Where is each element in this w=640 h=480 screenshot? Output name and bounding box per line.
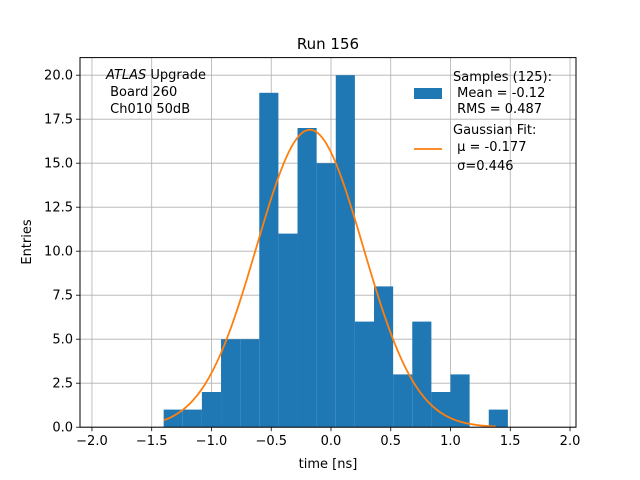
histogram-bar	[393, 374, 413, 428]
y-axis-label: Entries	[20, 219, 35, 265]
gaussian-fit	[163, 128, 496, 428]
histogram-bar	[431, 392, 451, 428]
histogram-bar	[354, 321, 375, 428]
histogram-bars	[163, 75, 508, 428]
gaussian-fit-curve	[163, 128, 496, 428]
y-tick-label: 12.5	[44, 201, 73, 216]
legend: Samples (125): Mean = -0.12 RMS = 0.487 …	[414, 70, 552, 174]
legend-fit-line-2: μ = -0.177	[453, 140, 526, 155]
y-tick-label: 15.0	[44, 157, 73, 172]
legend-fit-line-1: Gaussian Fit:	[453, 123, 536, 138]
x-tick-label: 0.0	[321, 434, 342, 449]
y-tick-label: 20.0	[44, 69, 73, 84]
histogram-bar	[221, 339, 241, 428]
histogram-bar	[488, 409, 508, 428]
annotation-line-2: Board 260	[106, 85, 177, 100]
x-axis-label: time [ns]	[299, 457, 358, 472]
histogram-bar	[259, 92, 279, 428]
legend-samples-line-1: Samples (125):	[453, 70, 552, 85]
annotation-line-3: Ch010 50dB	[106, 102, 190, 117]
y-tick-label: 0.0	[52, 421, 73, 436]
annotation-italic: ATLAS	[105, 68, 146, 83]
histogram-bar	[450, 374, 470, 428]
y-tick-label: 7.5	[52, 289, 73, 304]
histogram-bar	[201, 392, 222, 428]
histogram-bar	[182, 409, 202, 428]
histogram-bar	[278, 233, 298, 428]
y-tick-label: 5.0	[52, 333, 73, 348]
legend-patch-samples	[414, 88, 442, 99]
x-tick-label: 1.0	[440, 434, 461, 449]
x-tick-label: −2.0	[76, 434, 108, 449]
annotation-line-1: ATLAS Upgrade	[105, 68, 206, 83]
x-tick-label: −0.5	[255, 434, 287, 449]
legend-samples-line-3: RMS = 0.487	[453, 102, 542, 117]
legend-samples-line-2: Mean = -0.12	[453, 86, 545, 101]
plot-frame	[79, 57, 577, 428]
annotation-rest: Upgrade	[146, 68, 206, 83]
x-tick-label: 2.0	[560, 434, 581, 449]
y-tick-label: 2.5	[52, 377, 73, 392]
x-tick-label: −1.5	[136, 434, 168, 449]
legend-fit-line-3: σ=0.446	[453, 159, 513, 174]
histogram-bar	[335, 75, 355, 428]
y-tick-label: 10.0	[44, 245, 73, 260]
y-ticks: 0.0 2.5 5.0 7.5 10.0 12.5 15.0 17.5 20.0	[44, 69, 80, 436]
x-ticks: −2.0 −1.5 −1.0 −0.5 0.0 0.5 1.0 1.5 2.0	[76, 427, 580, 449]
chart-title: Run 156	[297, 35, 359, 53]
x-tick-label: 0.5	[380, 434, 401, 449]
histogram-bar	[316, 163, 336, 428]
histogram-bar	[374, 286, 394, 428]
y-tick-label: 17.5	[44, 113, 73, 128]
x-tick-label: −1.0	[196, 434, 228, 449]
annotation: ATLAS Upgrade Board 260 Ch010 50dB	[105, 68, 206, 117]
histogram-bar	[240, 339, 260, 428]
x-tick-label: 1.5	[500, 434, 521, 449]
histogram-bar	[297, 128, 317, 428]
histogram-bar	[412, 321, 432, 428]
